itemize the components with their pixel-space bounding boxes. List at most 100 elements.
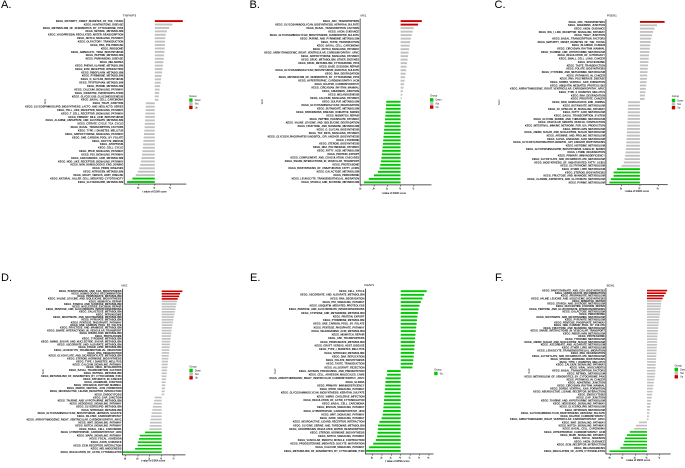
svg-text:KEGG_NITROGEN_METABOLISM: KEGG_NITROGEN_METABOLISM [324,352,364,355]
svg-text:KEGG_GLYCOSPHINGOLIPID_BIOSYNT: KEGG_GLYCOSPHINGOLIPID_BIOSYNTHESIS_GANG… [526,148,605,151]
svg-text:KEGG_DNA_REPLICATION: KEGG_DNA_REPLICATION [332,355,365,358]
svg-text:KEGG_TYPE_I_DIABETES_MELLITUS: KEGG_TYPE_I_DIABETES_MELLITUS [76,360,122,363]
svg-text:KEGG_ARRHYTHMOGENIC_RIGHT_VENT: KEGG_ARRHYTHMOGENIC_RIGHT_VENTRICULAR_CA… [27,418,122,421]
svg-text:KEGG_ONE_CARBON_POOL_BY_FOLATE: KEGG_ONE_CARBON_POOL_BY_FOLATE [72,136,123,139]
svg-text:KEGG_SELENOAMINO_ACID_METABOLI: KEGG_SELENOAMINO_ACID_METABOLISM [312,330,365,333]
svg-text:KEGG_BASAL_CELL_CARCINOMA: KEGG_BASAL_CELL_CARCINOMA [317,44,359,47]
svg-text:B.: B. [250,0,260,11]
svg-text:KEGG_CIRCADIAN_RHYTHM_MAMMAL: KEGG_CIRCADIAN_RHYTHM_MAMMAL [74,384,122,387]
svg-text:KEGG_GLYCINE_SERINE_AND_THREON: KEGG_GLYCINE_SERINE_AND_THREONINE_METABO… [293,424,364,427]
svg-text:KEGG_FOLATE_BIOSYNTHESIS: KEGG_FOLATE_BIOSYNTHESIS [566,68,605,71]
svg-text:KEGG_ALLOGRAFT_REJECTION: KEGG_ALLOGRAFT_REJECTION [325,366,365,369]
svg-text:KEGG_GLIOMA: KEGG_GLIOMA [346,381,365,384]
svg-text:D.: D. [1,272,12,284]
svg-text:KEGG_TYROSINE_METABOLISM: KEGG_TYROSINE_METABOLISM [565,338,605,341]
svg-text:t value of GSVA score: t value of GSVA score [382,192,407,195]
svg-text:KEGG_ADHERENS_JUNCTION: KEGG_ADHERENS_JUNCTION [322,90,359,93]
svg-text:KEGG_GLYCOSAMINOGLYCAN_DEGRADA: KEGG_GLYCOSAMINOGLYCAN_DEGRADATION [302,104,360,107]
svg-text:KEGG_HYPERTROPHIC_CARDIOMYOPAT: KEGG_HYPERTROPHIC_CARDIOMYOPATHY_HCM [61,431,122,434]
svg-text:KEGG_METABOLISM_OF_XENOBIOTICS: KEGG_METABOLISM_OF_XENOBIOTICS_BY_CYTOCH… [279,76,360,79]
svg-text:KEGG_CITRATE_CYCLE_TCA_CYCLE: KEGG_CITRATE_CYCLE_TCA_CYCLE [78,123,124,126]
svg-text:KEGG_FRUCTOSE_AND_MANNOSE_META: KEGG_FRUCTOSE_AND_MANNOSE_METABOLISM [543,175,604,178]
svg-text:KEGG_PENTOSE_AND_GLUCURONATE_I: KEGG_PENTOSE_AND_GLUCURONATE_INTERCONVER… [289,308,365,311]
svg-text:KEGG_NITROGEN_METABOLISM: KEGG_NITROGEN_METABOLISM [565,409,605,412]
svg-text:KEGG_WNT_SIGNALING_PATHWAY: KEGG_WNT_SIGNALING_PATHWAY [78,422,121,425]
svg-text:KEGG_GLYCEROLIPID_METABOLISM: KEGG_GLYCEROLIPID_METABOLISM [78,181,123,184]
svg-text:KEGG_PPAR_SIGNALING_PATHWAY: KEGG_PPAR_SIGNALING_PATHWAY [79,150,123,153]
svg-text:t value of GSVA score: t value of GSVA score [625,190,650,193]
svg-text:KEGG_NITROGEN_METABOLISM: KEGG_NITROGEN_METABOLISM [82,409,122,412]
svg-text:KEGG_VIBRIO_CHOLERAE_INFECTION: KEGG_VIBRIO_CHOLERAE_INFECTION [317,395,365,398]
svg-text:KEGG_INSULIN_SIGNALING_PATHWAY: KEGG_INSULIN_SIGNALING_PATHWAY [317,406,365,409]
svg-text:KEGG_MAPK_SIGNALING_PATHWAY: KEGG_MAPK_SIGNALING_PATHWAY [77,434,122,437]
svg-text:KEGG_CALCIUM_SIGNALING_PATHWAY: KEGG_CALCIUM_SIGNALING_PATHWAY [556,364,605,367]
svg-text:KEGG_GAP_JUNCTION: KEGG_GAP_JUNCTION [577,397,606,400]
svg-text:Term: Term [528,368,531,374]
svg-text:KEGG_HUNTINGTONS_DISEASE: KEGG_HUNTINGTONS_DISEASE [84,23,124,26]
svg-text:KEGG_NON_HOMOLOGOUS_END_JOININ: KEGG_NON_HOMOLOGOUS_END_JOINING [552,101,605,104]
svg-text:KEGG_CIRCADIAN_RHYTHM_MAMMAL: KEGG_CIRCADIAN_RHYTHM_MAMMAL [311,87,359,90]
svg-text:KEGG_BASE_EXCISION_REPAIR: KEGG_BASE_EXCISION_REPAIR [319,66,359,69]
svg-text:KEGG_ABC_TRANSPORTERS: KEGG_ABC_TRANSPORTERS [569,21,606,24]
svg-text:KEGG_TASTE_TRANSDUCTION: KEGG_TASTE_TRANSDUCTION [321,41,359,44]
svg-text:KEGG_TASTE_TRANSDUCTION: KEGG_TASTE_TRANSDUCTION [567,64,605,67]
svg-text:KEGG_CELL_CYCLE: KEGG_CELL_CYCLE [339,290,364,293]
svg-text:KEGG_PRION_DISEASES: KEGG_PRION_DISEASES [92,167,123,170]
svg-text:KEGG_BASAL_CELL_CARCINOMA: KEGG_BASAL_CELL_CARCINOMA [79,428,121,431]
svg-text:KEGG_STEROID_BIOSYNTHESIS: KEGG_STEROID_BIOSYNTHESIS [319,143,359,146]
svg-text:KEGG_CALCIUM_SIGNALING_PATHWAY: KEGG_CALCIUM_SIGNALING_PATHWAY [310,97,359,100]
svg-text:E.: E. [250,272,260,284]
svg-text:KEGG_MELANOMA: KEGG_MELANOMA [100,61,124,64]
svg-text:KEGG_UBIQUITIN_MEDIATED_PROTEO: KEGG_UBIQUITIN_MEDIATED_PROTEOLYSIS [550,84,605,87]
svg-text:KEGG_PROGESTERONE_MEDIATED_OOC: KEGG_PROGESTERONE_MEDIATED_OOCYTE_MATURA… [290,442,364,445]
svg-text:KEGG_RNA_DEGRADATION: KEGG_RNA_DEGRADATION [571,94,605,97]
svg-text:KEGG_STEROID_HORMONE_BIOSYNTHE: KEGG_STEROID_HORMONE_BIOSYNTHESIS [310,432,365,435]
svg-text:KEGG_VASOPRESSIN_REGULATED_WAT: KEGG_VASOPRESSIN_REGULATED_WATER_REABSOR… [48,34,123,37]
svg-text:KEGG_GLYOXYLATE_AND_DICARBOXYL: KEGG_GLYOXYLATE_AND_DICARBOXYLATE_METABO… [532,158,605,161]
svg-text:KEGG_ASCORBATE_AND_ALDARATE_ME: KEGG_ASCORBATE_AND_ALDARATE_METABOLISM [57,343,121,346]
svg-text:KEGG_PEPTIDE_PHOSPHATE_PATHWAY: KEGG_PEPTIDE_PHOSPHATE_PATHWAY [310,118,360,121]
svg-text:KEGG_GALACTOSE_METABOLISM: KEGG_GALACTOSE_METABOLISM [317,171,359,174]
svg-text:KEGG_AXON_GUIDANCE: KEGG_AXON_GUIDANCE [91,441,122,444]
svg-text:KEGG_MAPK_SIGNALING_PATHWAY: KEGG_MAPK_SIGNALING_PATHWAY [560,434,605,437]
svg-text:KEGG_ARRHYTHMOGENIC_RIGHT_VENT: KEGG_ARRHYTHMOGENIC_RIGHT_VENTRICULAR_CA… [510,88,605,91]
svg-text:KEGG_RIBOSOME: KEGG_RIBOSOME [101,47,124,50]
svg-text:KEGG_ARACHIDONIC_ACID_METABOLI: KEGG_ARACHIDONIC_ACID_METABOLISM [71,157,123,160]
svg-text:KEGG_GLYCEROLIPID_METABOLISM: KEGG_GLYCEROLIPID_METABOLISM [560,406,605,409]
svg-text:KEGG_DILATED_CARDIOMYOPATHY: KEGG_DILATED_CARDIOMYOPATHY [77,415,122,418]
svg-text:KEGG_GLYCOSYLPHOSPHATIDYLINOSI: KEGG_GLYCOSYLPHOSPHATIDYLINOSITOL_GPI_AN… [513,141,605,144]
svg-text:KEGG_TAURINE_AND_HYPOTAURINE_M: KEGG_TAURINE_AND_HYPOTAURINE_METABOLISM [541,51,605,54]
svg-text:KEGG_ANTIGEN_PROCESSING_AND_PR: KEGG_ANTIGEN_PROCESSING_AND_PRESENTATION [299,370,365,373]
svg-text:KEGG_BASAL_TRANSCRIPTION_FACTO: KEGG_BASAL_TRANSCRIPTION_FACTORS [306,27,359,30]
svg-text:KEGG_AMINOACYL_TRNA_BIOSYNTHES: KEGG_AMINOACYL_TRNA_BIOSYNTHESIS [71,51,124,54]
svg-text:KEGG_ADHERENS_JUNCTION: KEGG_ADHERENS_JUNCTION [85,381,122,384]
svg-text:KEGG_P53_SIGNALING_PATHWAY: KEGG_P53_SIGNALING_PATHWAY [81,153,123,156]
svg-text:KEGG_HEDGEHOG_SIGNALING_PATHWA: KEGG_HEDGEHOG_SIGNALING_PATHWAY [553,403,605,406]
svg-text:KEGG_NOTCH_SIGNALING_PATHWAY: KEGG_NOTCH_SIGNALING_PATHWAY [75,425,122,428]
svg-text:KEGG_PEROXISOME: KEGG_PEROXISOME [334,174,360,177]
svg-text:KEGG_PROSTATE_CANCER: KEGG_PROSTATE_CANCER [571,98,605,101]
svg-text:KEGG_WNT_SIGNALING_PATHWAY: KEGG_WNT_SIGNALING_PATHWAY [321,413,364,416]
svg-text:KEGG_NEUROACTIVE_LIGAND_RECEPT: KEGG_NEUROACTIVE_LIGAND_RECEPTOR_INTERAC… [533,390,605,393]
svg-text:KEGG_STEROID_HORMONE_BIOSYNTHE: KEGG_STEROID_HORMONE_BIOSYNTHESIS [67,358,122,361]
svg-text:KEGG_O_GLYCAN_BIOSYNTHESIS: KEGG_O_GLYCAN_BIOSYNTHESIS [317,129,360,132]
svg-text:KEGG_RNA_DEGRADATION: KEGG_RNA_DEGRADATION [330,297,364,300]
svg-text:KEGG_VASCULAR_SMOOTH_MUSCLE_CO: KEGG_VASCULAR_SMOOTH_MUSCLE_CONTRACTION [298,439,365,442]
svg-text:Term: Term [261,99,264,105]
svg-text:KEGG_CELL_CYCLE: KEGG_CELL_CYCLE [98,147,123,150]
svg-text:KEGG_MISMATCH_REPAIR: KEGG_MISMATCH_REPAIR [332,334,365,337]
svg-text:KEGG_LYSOSOME: KEGG_LYSOSOME [336,139,359,142]
svg-text:KEGG_PATHWAYS_IN_CANCER: KEGG_PATHWAYS_IN_CANCER [83,378,121,381]
svg-text:KEGG_MELANOGENESIS: KEGG_MELANOGENESIS [574,447,605,450]
svg-text:KEGG_NOD_LIKE_RECEPTOR_SIGNALI: KEGG_NOD_LIKE_RECEPTOR_SIGNALING_PATHWAY [58,160,124,163]
svg-text:KEGG_TGF_BETA_SIGNALING_PATHWA: KEGG_TGF_BETA_SIGNALING_PATHWAY [309,132,360,135]
svg-text:KEGG_PEPTIDE_METABOLISM: KEGG_PEPTIDE_METABOLISM [86,54,123,57]
svg-text:KEGG_ALANINE_ASPARTATE_AND_GLU: KEGG_ALANINE_ASPARTATE_AND_GLUTAMATE_MET… [46,119,124,122]
svg-text:KEGG_PYRIMIDINE_METABOLISM: KEGG_PYRIMIDINE_METABOLISM [323,319,364,322]
svg-text:KEGG_GLYCEROLIPID_METABOLISM: KEGG_GLYCEROLIPID_METABOLISM [76,406,121,409]
svg-text:KEGG_NOTCH_SIGNALING_PATHWAY: KEGG_NOTCH_SIGNALING_PATHWAY [559,424,606,427]
svg-text:KEGG_HYPERTROPHIC_CARDIOMYOPAT: KEGG_HYPERTROPHIC_CARDIOMYOPATHY_HCM [544,431,605,434]
svg-text:KEGG_GLYCOSAMINOGLYCAN_BIOSYNT: KEGG_GLYCOSAMINOGLYCAN_BIOSYNTHESIS_HEPA… [521,412,605,415]
svg-text:KEGG_ARRHYTHMOGENIC_RIGHT_VENT: KEGG_ARRHYTHMOGENIC_RIGHT_VENTRICULAR_CA… [510,418,605,421]
svg-text:KEGG_DILATED_CARDIOMYOPATHY: KEGG_DILATED_CARDIOMYOPATHY [315,83,360,86]
